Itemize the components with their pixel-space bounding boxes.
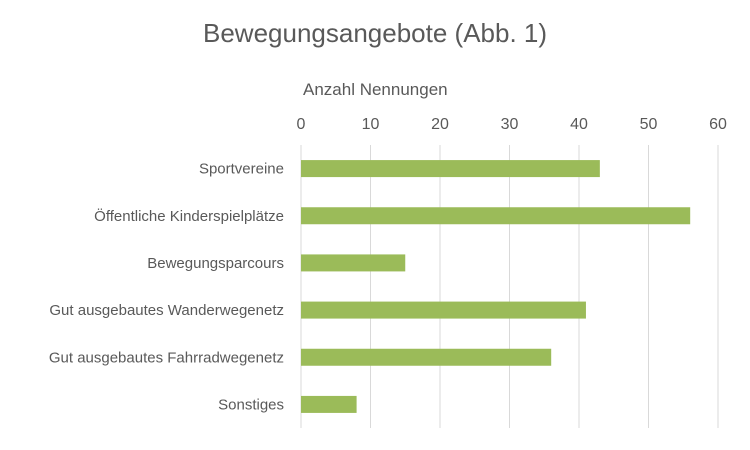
x-tick-labels: 0 10 20 30 40 50 60 (297, 116, 727, 133)
category-labels: Sportvereine Öffentliche Kinderspielplätz… (49, 161, 284, 414)
x-tick-label: 30 (501, 116, 519, 133)
x-axis-title: Anzahl Nennungen (303, 80, 448, 99)
category-label: Gut ausgebautes Fahrradwegenetz (49, 349, 284, 366)
x-tick-label: 40 (570, 116, 588, 133)
x-tick-label: 10 (362, 116, 380, 133)
x-tick-label: 60 (709, 116, 727, 133)
bar (301, 160, 600, 178)
x-tick-label: 50 (640, 116, 658, 133)
x-tick-label: 0 (297, 116, 306, 133)
bar (301, 348, 552, 366)
gridlines (300, 145, 719, 428)
category-label: Sonstiges (218, 396, 284, 413)
chart-title: Bewegungsangebote (Abb. 1) (202, 18, 548, 48)
category-label: Gut ausgebautes Wanderwegenetz (49, 302, 284, 319)
bar (301, 301, 586, 319)
x-tick-label: 20 (431, 116, 449, 133)
category-label: Öffentliche Kinderspielplätze (94, 207, 284, 225)
bar (301, 395, 357, 413)
bar (301, 207, 691, 225)
bar (301, 254, 406, 272)
category-label: Sportvereine (199, 161, 284, 178)
bars (301, 160, 691, 413)
category-label: Bewegungsparcours (147, 255, 284, 272)
